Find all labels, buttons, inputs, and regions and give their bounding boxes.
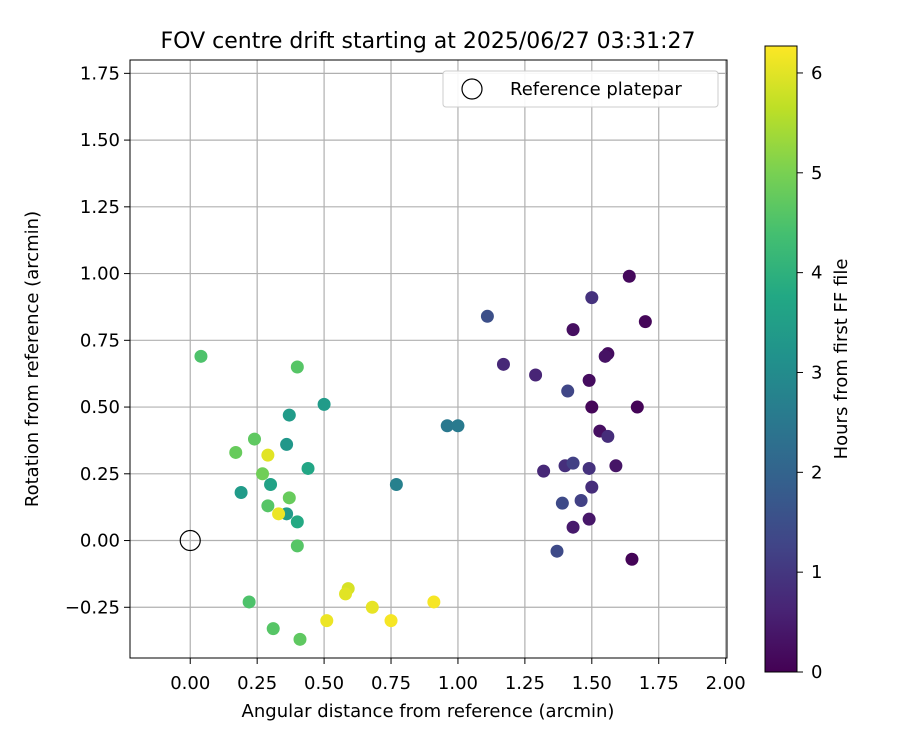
data-point xyxy=(264,477,278,491)
colorbar-tick-label: 1 xyxy=(811,562,822,583)
data-point xyxy=(585,480,599,494)
data-point xyxy=(566,323,580,337)
data-point xyxy=(384,614,398,628)
x-tick-label: 1.00 xyxy=(438,673,478,694)
x-tick-label: 0.00 xyxy=(170,673,210,694)
x-tick-label: 1.25 xyxy=(505,673,545,694)
legend-box xyxy=(442,70,719,108)
y-axis-ticks: −0.25 0.00 0.25 0.50 0.75 1.00 1.25 1.50 1.75 xyxy=(65,63,130,618)
colorbar-label: Hours from first FF file xyxy=(831,259,852,460)
colorbar-ticks: 0 1 2 3 4 5 6 xyxy=(797,63,822,683)
data-point xyxy=(261,499,275,513)
data-point xyxy=(550,544,564,558)
x-axis-ticks: 0.00 0.25 0.50 0.75 1.00 1.25 1.50 1.75 2.00 xyxy=(170,658,746,694)
y-axis-label: Rotation from reference (arcmin) xyxy=(22,211,43,507)
y-tick-label: 1.25 xyxy=(80,197,120,218)
legend-label: Reference platepar xyxy=(510,79,682,100)
data-point xyxy=(301,461,315,475)
data-point xyxy=(598,349,612,363)
colorbar-gradient xyxy=(764,45,798,673)
plot-frame xyxy=(129,59,728,659)
data-point xyxy=(365,600,379,614)
y-tick-label: 0.50 xyxy=(80,397,120,418)
data-point xyxy=(537,464,551,478)
colorbar-tick-label: 6 xyxy=(811,63,822,84)
data-point xyxy=(256,467,270,481)
y-tick-label: 1.00 xyxy=(80,264,120,285)
y-tick-label: 0.75 xyxy=(80,330,120,351)
x-axis-label: Angular distance from reference (arcmin) xyxy=(242,701,615,722)
data-point xyxy=(242,595,256,609)
colorbar: 0 1 2 3 4 5 6 Hours from first FF file xyxy=(764,45,852,683)
colorbar-tick-label: 3 xyxy=(811,362,822,383)
legend-marker-open-circle xyxy=(461,78,483,100)
data-point xyxy=(609,459,623,473)
data-point xyxy=(480,309,494,323)
x-tick-label: 1.75 xyxy=(639,673,679,694)
data-point xyxy=(582,512,596,526)
data-point xyxy=(290,360,304,374)
data-point xyxy=(582,373,596,387)
x-tick-label: 0.25 xyxy=(237,673,277,694)
reference-platepar-marker xyxy=(179,529,201,552)
y-tick-label: 1.50 xyxy=(80,130,120,151)
y-tick-label: −0.25 xyxy=(65,597,120,618)
data-point xyxy=(261,448,275,462)
x-tick-label: 2.00 xyxy=(706,673,746,694)
data-point xyxy=(282,408,296,422)
data-point xyxy=(290,539,304,553)
data-point xyxy=(317,397,331,411)
data-point xyxy=(496,357,510,371)
data-point xyxy=(451,419,465,433)
x-tick-label: 1.50 xyxy=(572,673,612,694)
data-point xyxy=(555,496,569,510)
colorbar-tick-label: 2 xyxy=(811,462,822,483)
data-point xyxy=(529,368,543,382)
data-point xyxy=(320,614,334,628)
data-point xyxy=(280,437,294,451)
y-tick-label: 0.25 xyxy=(80,464,120,485)
data-point xyxy=(638,315,652,329)
data-point xyxy=(229,445,243,459)
grid xyxy=(130,60,727,658)
y-tick-label: 1.75 xyxy=(80,63,120,84)
data-point xyxy=(566,520,580,534)
colorbar-tick-label: 0 xyxy=(811,662,822,683)
data-point xyxy=(293,632,307,646)
data-point xyxy=(194,349,208,363)
x-tick-label: 0.75 xyxy=(371,673,411,694)
colorbar-tick-label: 4 xyxy=(811,263,822,284)
data-point xyxy=(290,515,304,529)
data-point xyxy=(266,622,280,636)
x-tick-label: 0.50 xyxy=(304,673,344,694)
data-point xyxy=(440,419,454,433)
data-point xyxy=(247,432,261,446)
data-point xyxy=(561,384,575,398)
colorbar-tick-label: 5 xyxy=(811,163,822,184)
data-point xyxy=(272,507,286,521)
data-point xyxy=(582,461,596,475)
data-point xyxy=(389,477,403,491)
scatter-points xyxy=(179,269,652,646)
data-point xyxy=(585,291,599,305)
data-point xyxy=(339,587,353,601)
y-tick-label: 0.00 xyxy=(80,531,120,552)
data-point xyxy=(625,552,639,566)
data-point xyxy=(622,269,636,283)
data-point xyxy=(427,595,441,609)
data-point xyxy=(574,493,588,507)
data-point xyxy=(601,429,615,443)
data-point xyxy=(282,491,296,505)
data-point xyxy=(566,456,580,470)
chart-title: FOV centre drift starting at 2025/06/27 … xyxy=(161,29,696,54)
legend: Reference platepar xyxy=(442,70,719,108)
data-point xyxy=(585,400,599,414)
data-point xyxy=(630,400,644,414)
data-point xyxy=(234,485,248,499)
